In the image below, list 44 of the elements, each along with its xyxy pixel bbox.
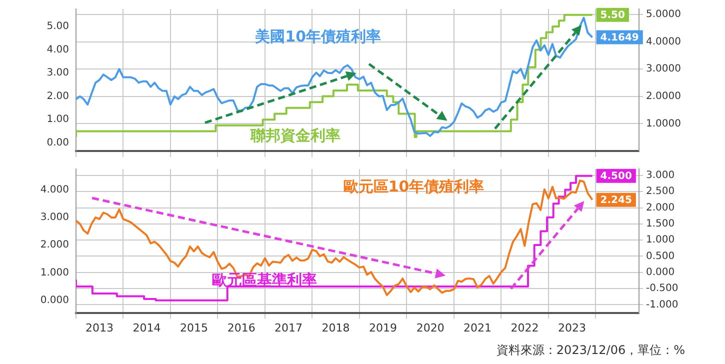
x-tick-label: 2015 [180, 321, 208, 334]
data-label: 4.500 [600, 171, 632, 182]
y2-tick-label: 5.0000 [646, 9, 681, 20]
x-tick-label: 2021 [464, 321, 492, 334]
y2-tick-label: 0.500 [646, 250, 675, 262]
y-tick-label: 1.000 [40, 267, 69, 278]
text: 美國10年債殖利率 [254, 27, 382, 46]
y2-tick-label: 1.000 [646, 234, 675, 246]
data-label: 5.50 [600, 10, 626, 21]
data-label: 2.245 [600, 194, 632, 206]
x-tick-label: 2018 [322, 321, 350, 334]
y-tick-label: 5.00 [46, 21, 69, 32]
x-tick-label: 2022 [510, 321, 539, 334]
x-tick-label: 2019 [368, 321, 397, 334]
y-tick-label: 4.00 [46, 44, 69, 56]
y-tick-label: 3.00 [46, 68, 69, 79]
y-tick-label: 1.00 [46, 114, 69, 126]
y2-tick-label: 4.0000 [646, 36, 681, 48]
y2-tick-label: 2.0000 [646, 90, 681, 102]
y2-tick-label: 1.500 [646, 218, 675, 230]
x-tick-label: 2020 [416, 321, 444, 334]
y2-tick-label: 3.000 [646, 170, 675, 182]
x-tick-label: 2016 [227, 321, 256, 334]
y2-tick-label: 2.000 [646, 202, 675, 214]
y2-tick-label: 3.0000 [646, 64, 681, 75]
series-label: 聯邦資金利率 [250, 126, 341, 145]
y-tick-label: 3.000 [40, 212, 69, 223]
y-tick-label: 0.00 [46, 137, 69, 148]
y-tick-label: 0.000 [40, 294, 69, 306]
x-tick-label: 2014 [132, 321, 161, 334]
data-label: 4.1649 [600, 32, 639, 44]
source-note: 資料來源：2023/12/06，單位：% [495, 342, 686, 359]
text: 歐元區10年債殖利率 [343, 178, 484, 196]
y2-tick-label: -0.500 [646, 283, 678, 294]
x-tick-label: 2013 [86, 321, 114, 334]
y-tick-label: 4.000 [40, 184, 69, 196]
y2-tick-label: -1.000 [646, 299, 678, 310]
y-tick-label: 2.000 [40, 240, 69, 251]
y2-tick-label: 1.0000 [646, 118, 681, 130]
y2-tick-label: 2.500 [646, 186, 675, 198]
x-tick-label: 2017 [274, 321, 303, 334]
x-tick-label: 2023 [558, 321, 586, 334]
y-tick-label: 2.00 [46, 90, 69, 102]
y2-tick-label: 0.000 [646, 267, 675, 278]
